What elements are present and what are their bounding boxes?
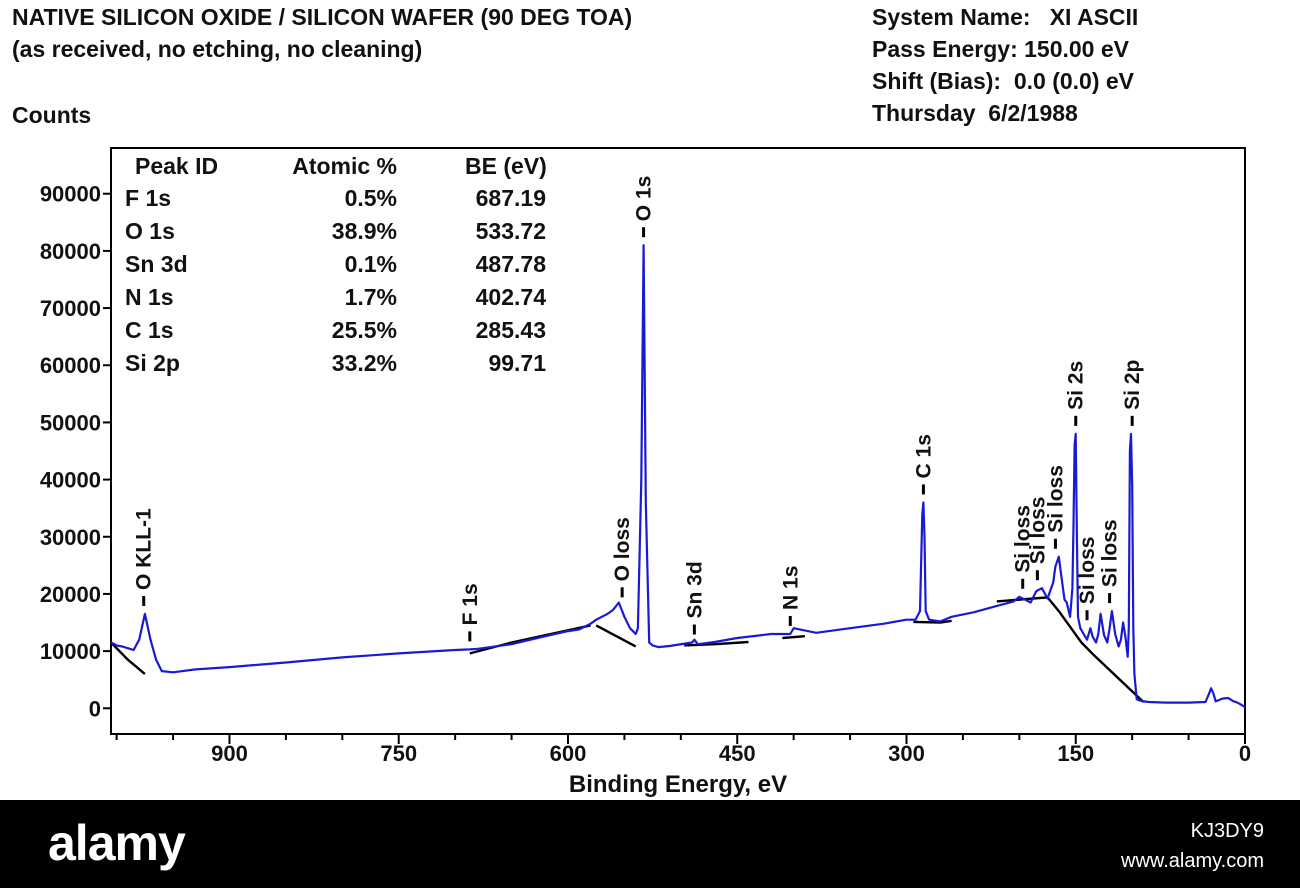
- shift-bias: Shift (Bias): 0.0 (0.0) eV: [872, 68, 1135, 94]
- peak-label: Si loss: [1099, 519, 1122, 587]
- x-axis-title: Binding Energy, eV: [569, 771, 787, 798]
- peak-label: O KLL-1: [133, 508, 156, 590]
- table-header: Atomic %: [292, 153, 397, 179]
- y-tick-label: 70000: [40, 296, 101, 321]
- pass-energy: Pass Energy: 150.00 eV: [872, 36, 1129, 62]
- x-tick-label: 600: [550, 741, 587, 766]
- site-url: www.alamy.com: [1121, 850, 1264, 872]
- acquisition-date: Thursday 6/2/1988: [872, 100, 1078, 126]
- y-tick-label: 90000: [40, 182, 101, 207]
- spectrum-line: [110, 244, 1246, 709]
- chart-subtitle: (as received, no etching, no cleaning): [12, 36, 423, 62]
- peak-labels: O KLL-1 F 1s O loss O 1s Sn 3d N 1s C 1s Si los…: [133, 176, 1144, 642]
- peak-label: Si loss: [1026, 497, 1049, 565]
- y-tick-label: 0: [89, 696, 101, 721]
- peak-label: Si 2s: [1065, 361, 1088, 410]
- table-cell: 0.1%: [345, 251, 397, 277]
- peak-label: Si 2p: [1121, 360, 1144, 410]
- table-cell: 0.5%: [345, 185, 397, 211]
- y-tick-label: 50000: [40, 410, 101, 435]
- plot-frame: [110, 147, 1246, 735]
- table-cell: 33.2%: [332, 350, 397, 376]
- y-axis: 0 10000 20000 30000 40000 50000 60000 70000 8000…: [40, 182, 111, 721]
- table-cell: 285.43: [476, 317, 546, 343]
- y-tick-label: 60000: [40, 353, 101, 378]
- x-tick-label: 150: [1057, 741, 1094, 766]
- table-header: BE (eV): [465, 153, 547, 179]
- peak-label: Sn 3d: [683, 561, 706, 618]
- x-tick-label: 750: [380, 741, 417, 766]
- table-cell: Sn 3d: [125, 251, 188, 277]
- peak-label: N 1s: [779, 566, 802, 610]
- y-axis-title: Counts: [12, 102, 92, 128]
- peak-label: Si loss: [1044, 465, 1067, 533]
- spectrum-series: [110, 244, 1246, 709]
- peak-label: O 1s: [633, 176, 656, 222]
- table-cell: 1.7%: [345, 284, 397, 310]
- table-cell: N 1s: [125, 284, 174, 310]
- table-header: Peak ID: [135, 153, 218, 179]
- image-id: KJ3DY9: [1190, 820, 1264, 842]
- table-cell: 687.19: [476, 185, 546, 211]
- brand-logo: alamy: [48, 815, 186, 871]
- y-tick-label: 10000: [40, 639, 101, 664]
- y-tick-label: 20000: [40, 582, 101, 607]
- table-cell: Si 2p: [125, 350, 180, 376]
- peak-table: Peak ID Atomic % BE (eV) F 1s 0.5% 687.19 O 1s…: [125, 153, 547, 376]
- background-line: [110, 641, 146, 675]
- background-lines: [110, 596, 1145, 703]
- x-tick-label: 0: [1239, 741, 1251, 766]
- x-tick-label: 900: [211, 741, 248, 766]
- y-tick-label: 30000: [40, 525, 101, 550]
- table-cell: 402.74: [476, 284, 547, 310]
- table-cell: O 1s: [125, 218, 175, 244]
- chart-title: NATIVE SILICON OXIDE / SILICON WAFER (90…: [12, 4, 633, 30]
- peak-label: C 1s: [912, 434, 935, 478]
- y-tick-label: 40000: [40, 468, 101, 493]
- x-tick-label: 450: [719, 741, 756, 766]
- peak-label: F 1s: [459, 583, 482, 625]
- watermark-bar: alamy KJ3DY9 www.alamy.com: [0, 800, 1300, 888]
- table-cell: 25.5%: [332, 317, 397, 343]
- y-tick-label: 80000: [40, 239, 101, 264]
- table-cell: 38.9%: [332, 218, 397, 244]
- x-tick-label: 300: [888, 741, 925, 766]
- peak-label: Si loss: [1012, 505, 1035, 573]
- peak-label: O loss: [611, 517, 634, 581]
- xps-spectrum-chart: 0 10000 20000 30000 40000 50000 60000 70000 8000…: [40, 147, 1251, 798]
- x-axis: 900 750 600 450 300 150 0: [115, 734, 1251, 766]
- peak-label: Si loss: [1076, 537, 1099, 605]
- background-line: [782, 635, 805, 640]
- table-cell: C 1s: [125, 317, 174, 343]
- table-cell: 533.72: [476, 218, 546, 244]
- background-line: [595, 624, 637, 648]
- background-line: [996, 596, 1145, 703]
- table-cell: 487.78: [476, 251, 547, 277]
- table-cell: F 1s: [125, 185, 171, 211]
- table-cell: 99.71: [488, 350, 546, 376]
- background-line: [684, 640, 749, 647]
- system-name: System Name: XI ASCII: [872, 4, 1139, 30]
